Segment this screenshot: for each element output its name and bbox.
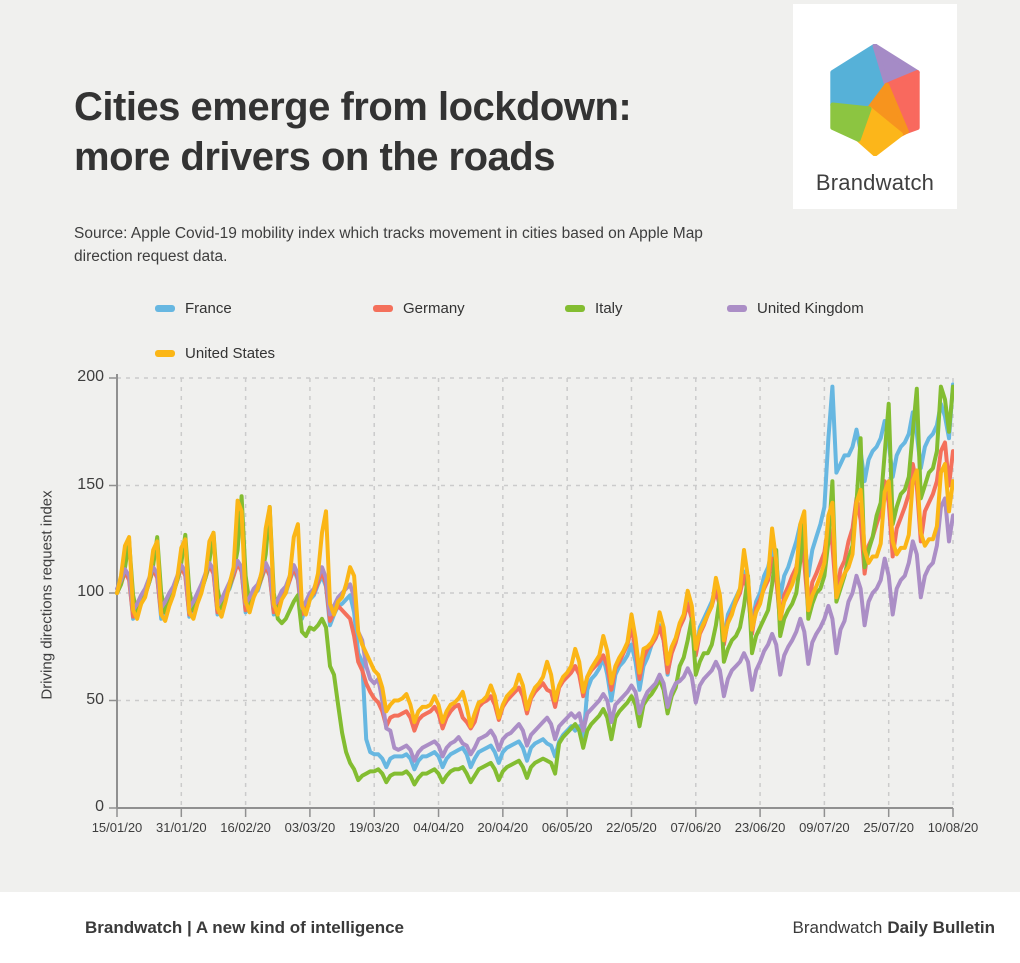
legend-swatch-united-kingdom — [727, 304, 747, 312]
footer-bulletin: Brandwatch Daily Bulletin — [793, 892, 995, 963]
y-tick-label-0: 0 — [95, 798, 104, 815]
page-title-line2: more drivers on the roads — [74, 135, 555, 179]
footer-tagline: Brandwatch | A new kind of intelligence — [85, 917, 404, 937]
x-tick-label-9: 07/06/20 — [670, 820, 722, 835]
y-tick-label-150: 150 — [77, 475, 104, 493]
legend-label-italy: Italy — [595, 299, 623, 317]
legend-swatch-germany — [373, 304, 393, 312]
series-line-united-states — [115, 462, 954, 729]
mobility-line-chart — [109, 374, 954, 817]
x-tick-label-10: 23/06/20 — [734, 820, 786, 835]
y-tick-label-200: 200 — [77, 368, 104, 385]
x-tick-label-2: 16/02/20 — [220, 820, 271, 835]
page-title: Cities emerge from lockdown: more driver… — [74, 82, 632, 182]
legend-item-united-states: United States — [155, 344, 276, 362]
footer-bulletin-brand: Brandwatch — [792, 917, 883, 937]
brandwatch-logo-icon — [830, 44, 920, 156]
x-tick-label-3: 03/03/20 — [284, 820, 336, 835]
x-tick-label-11: 09/07/20 — [799, 820, 850, 835]
y-tick-label-50: 50 — [86, 690, 104, 708]
x-tick-label-8: 22/05/20 — [606, 820, 657, 835]
legend-item-italy: Italy — [565, 299, 623, 317]
page-title-line1: Cities emerge from lockdown: — [74, 85, 632, 129]
legend-label-france: France — [185, 299, 232, 317]
x-tick-label-1: 31/01/20 — [155, 820, 207, 835]
legend-item-france: France — [155, 299, 232, 317]
x-tick-label-4: 19/03/20 — [348, 820, 400, 835]
x-tick-label-0: 15/01/20 — [91, 820, 143, 835]
y-tick-label-100: 100 — [77, 583, 104, 600]
x-tick-label-6: 20/04/20 — [477, 820, 529, 835]
legend-label-united-states: United States — [185, 344, 276, 362]
legend-swatch-italy — [565, 304, 585, 312]
footer: Brandwatch | A new kind of intelligence … — [0, 892, 1020, 963]
x-tick-label-7: 06/05/20 — [541, 820, 593, 835]
footer-bulletin-title: Daily Bulletin — [887, 917, 995, 937]
legend-item-germany: Germany — [373, 299, 465, 317]
logo-green-facet — [830, 102, 872, 142]
x-tick-label-13: 10/08/20 — [927, 820, 979, 835]
legend-label-germany: Germany — [403, 299, 465, 317]
legend-swatch-united-states — [155, 349, 175, 357]
brandwatch-wordmark: Brandwatch — [815, 170, 935, 195]
legend-item-united-kingdom: United Kingdom — [727, 299, 864, 317]
source-note: Source: Apple Covid-19 mobility index wh… — [74, 225, 703, 265]
legend-swatch-france — [155, 304, 175, 312]
legend-label-united-kingdom: United Kingdom — [757, 299, 864, 317]
x-tick-label-12: 25/07/20 — [863, 820, 914, 835]
brandwatch-logo-card: Brandwatch — [793, 4, 957, 209]
x-tick-label-5: 04/04/20 — [413, 820, 464, 835]
